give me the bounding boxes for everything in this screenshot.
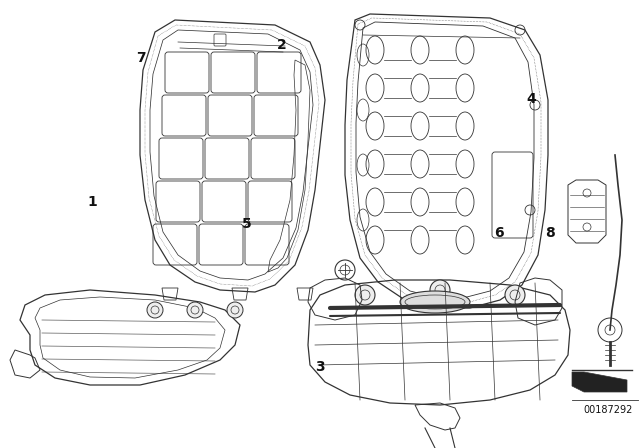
Ellipse shape [400, 291, 470, 313]
Circle shape [430, 280, 450, 300]
Text: 1: 1 [88, 194, 98, 209]
Text: 2: 2 [276, 38, 287, 52]
Polygon shape [572, 372, 627, 392]
Text: 8: 8 [545, 226, 556, 240]
Circle shape [227, 302, 243, 318]
Text: 00187292: 00187292 [583, 405, 633, 415]
Circle shape [147, 302, 163, 318]
Text: 7: 7 [136, 51, 146, 65]
Text: 4: 4 [526, 91, 536, 106]
Text: 5: 5 [241, 217, 252, 231]
Circle shape [355, 285, 375, 305]
Text: 6: 6 [494, 226, 504, 240]
Circle shape [187, 302, 203, 318]
Circle shape [505, 285, 525, 305]
Text: 3: 3 [315, 360, 325, 375]
